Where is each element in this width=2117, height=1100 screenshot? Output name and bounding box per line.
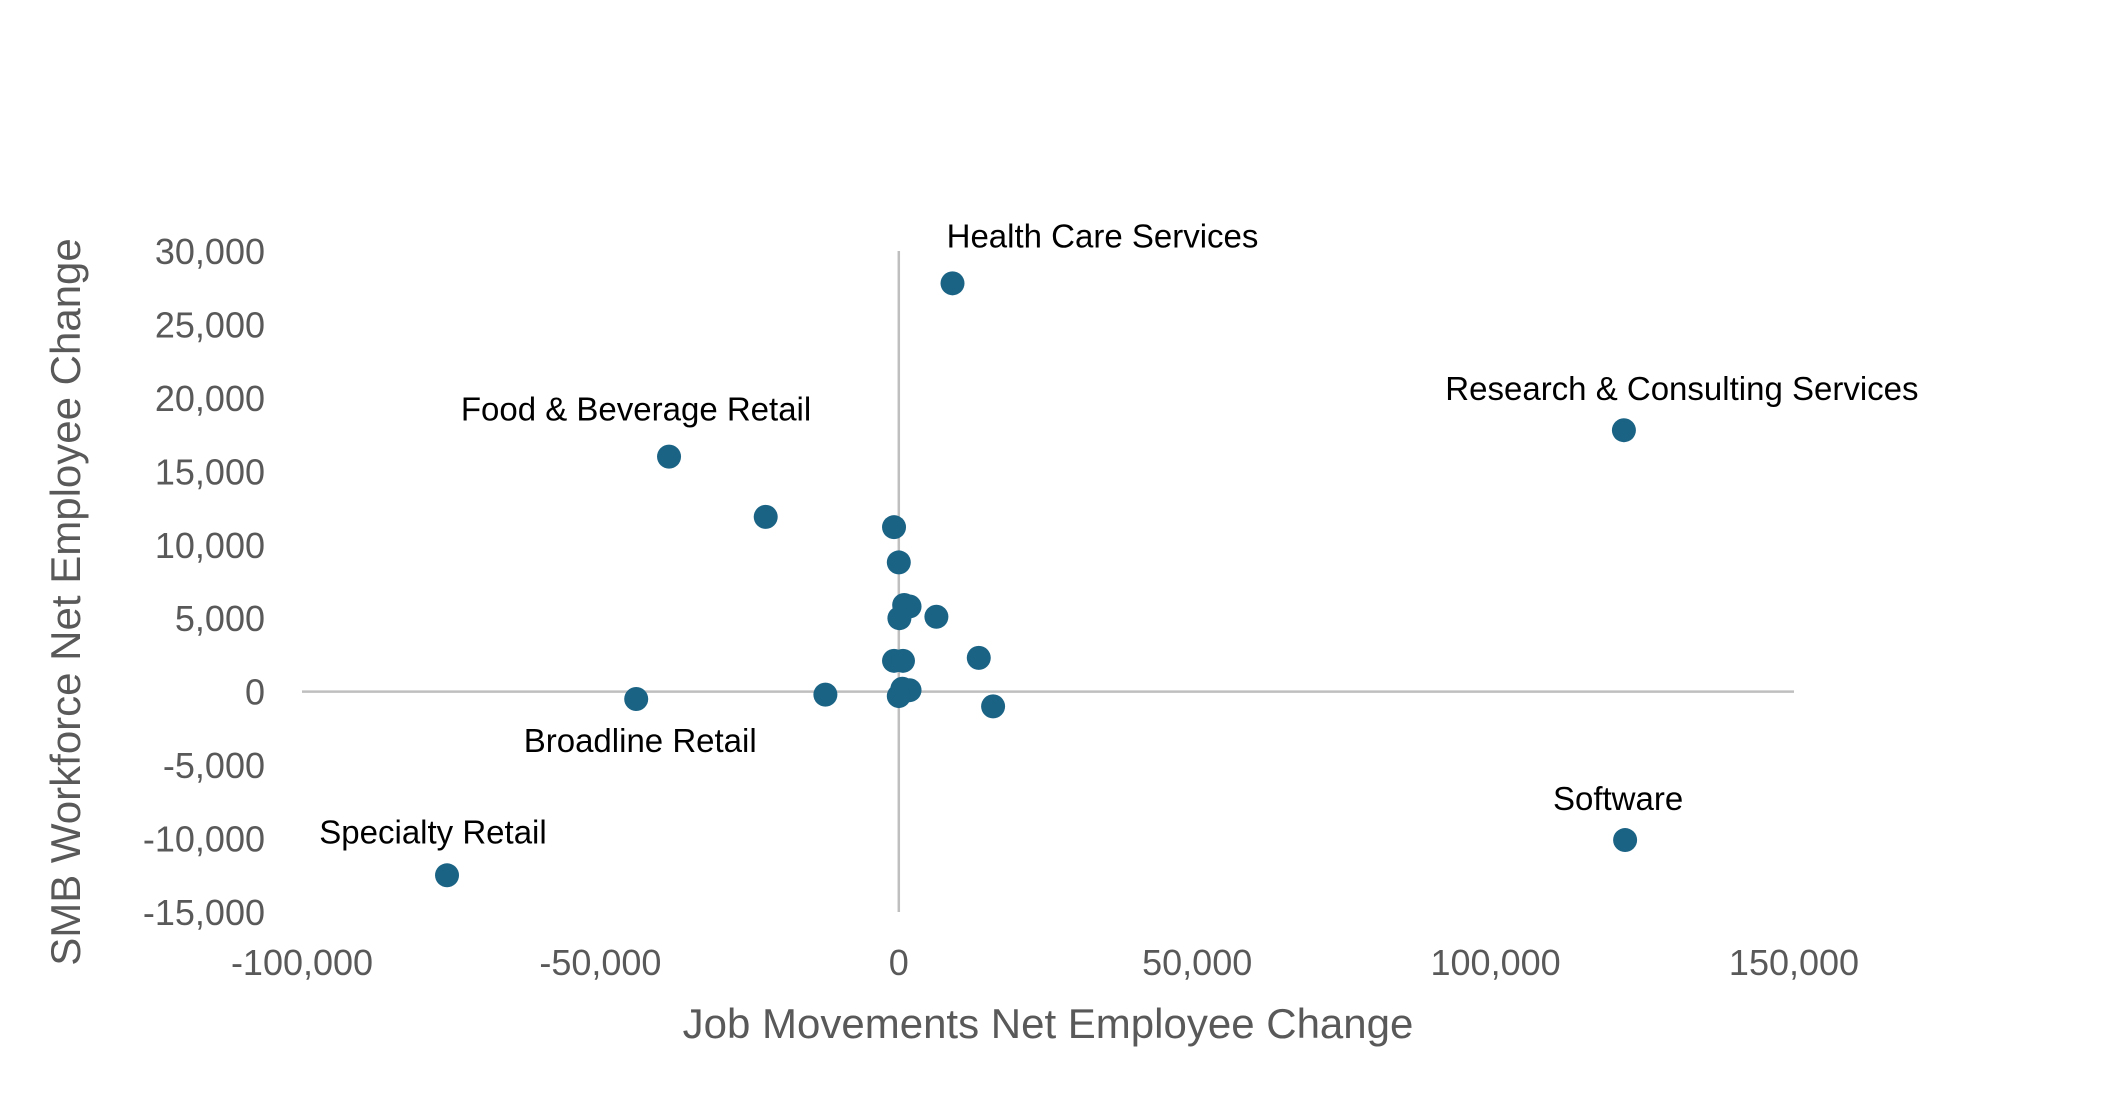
data-point (1613, 828, 1638, 853)
y-tick-label: -5,000 (163, 745, 265, 786)
y-tick-label: 15,000 (155, 451, 265, 492)
data-point (657, 444, 682, 469)
data-point (890, 648, 915, 673)
x-tick-label: 150,000 (1729, 942, 1859, 983)
y-axis-title: SMB Workforce Net Employee Change (42, 238, 89, 966)
y-tick-label: 5,000 (175, 598, 265, 639)
data-point (753, 504, 778, 529)
y-tick-label: 20,000 (155, 378, 265, 419)
data-point (1611, 418, 1636, 443)
data-point (813, 682, 838, 707)
x-tick-label: -100,000 (231, 942, 373, 983)
x-tick-label: 100,000 (1431, 942, 1561, 983)
y-tick-label: 0 (245, 672, 265, 713)
data-point (966, 645, 991, 670)
data-point (924, 604, 949, 629)
y-tick-label: 30,000 (155, 231, 265, 272)
x-tick-label: 0 (889, 942, 909, 983)
y-tick-label: -10,000 (143, 819, 265, 860)
y-tick-label: 10,000 (155, 525, 265, 566)
point-label: Health Care Services (947, 217, 1259, 254)
data-point (624, 687, 649, 712)
data-point (435, 863, 460, 888)
data-point (886, 550, 911, 575)
x-tick-label: -50,000 (539, 942, 661, 983)
point-label: Broadline Retail (524, 722, 757, 759)
x-tick-label: 50,000 (1142, 942, 1252, 983)
data-point (882, 515, 907, 540)
data-point (886, 684, 911, 709)
point-label: Food & Beverage Retail (461, 391, 811, 428)
axes (302, 251, 1794, 912)
x-axis-title: Job Movements Net Employee Change (683, 1000, 1414, 1047)
data-point (940, 271, 965, 296)
data-points (435, 271, 1638, 888)
data-point (981, 694, 1006, 719)
point-label: Research & Consulting Services (1445, 370, 1918, 407)
y-tick-label: 25,000 (155, 304, 265, 345)
point-label: Software (1553, 780, 1683, 817)
point-labels: Health Care Services Research & Consultin… (319, 217, 1918, 850)
y-tick-labels: 30,000 25,000 20,000 15,000 10,000 5,000 0 -5,0… (143, 231, 265, 933)
y-tick-label: -15,000 (143, 892, 265, 933)
point-label: Specialty Retail (319, 813, 546, 850)
data-point (887, 606, 912, 631)
x-tick-labels: -100,000 -50,000 0 50,000 100,000 150,000 (231, 942, 1859, 983)
